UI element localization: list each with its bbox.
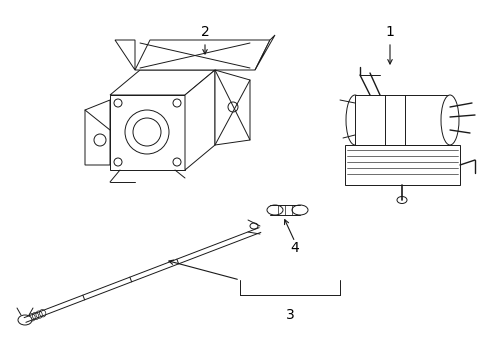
Polygon shape — [110, 70, 215, 95]
Ellipse shape — [440, 95, 458, 145]
Ellipse shape — [291, 205, 307, 215]
Text: 3: 3 — [285, 308, 294, 322]
Polygon shape — [85, 100, 110, 165]
Ellipse shape — [266, 205, 283, 215]
Polygon shape — [110, 95, 184, 170]
Polygon shape — [345, 145, 459, 185]
Polygon shape — [215, 70, 249, 145]
Polygon shape — [184, 70, 215, 170]
Text: 1: 1 — [385, 25, 394, 39]
Polygon shape — [115, 40, 135, 70]
Ellipse shape — [18, 315, 32, 325]
Polygon shape — [354, 95, 449, 145]
Polygon shape — [135, 40, 269, 70]
Polygon shape — [254, 35, 274, 70]
Text: 2: 2 — [200, 25, 209, 39]
Text: 4: 4 — [290, 241, 299, 255]
Ellipse shape — [346, 95, 363, 145]
Ellipse shape — [396, 197, 406, 203]
